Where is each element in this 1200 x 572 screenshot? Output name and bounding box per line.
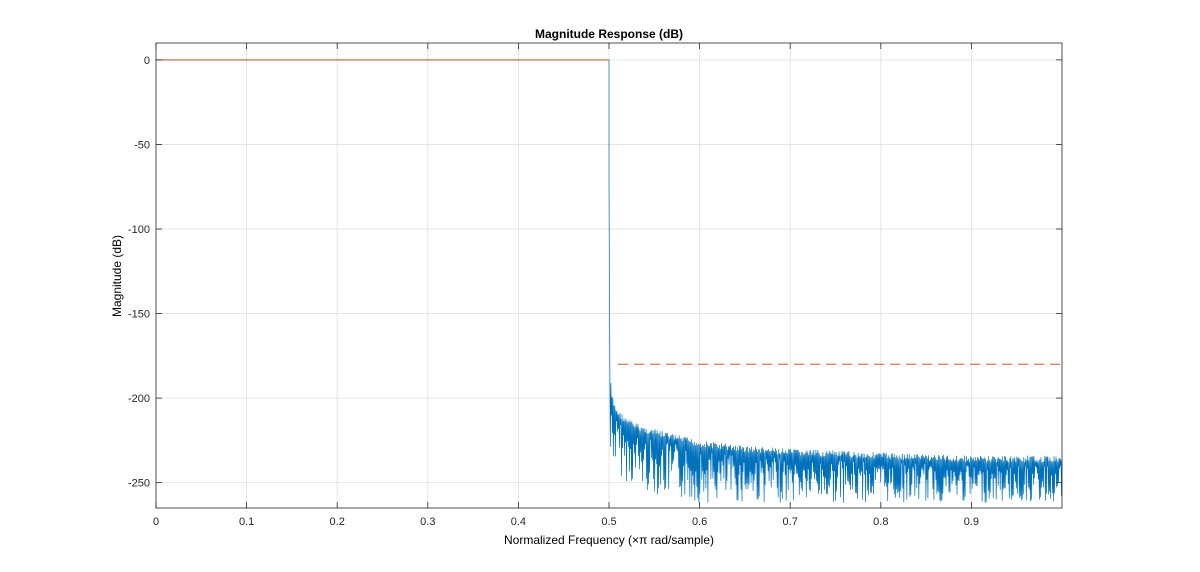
x-axis-label: Normalized Frequency (×π rad/sample) bbox=[504, 533, 714, 547]
y-tick-label: -100 bbox=[128, 224, 150, 236]
x-tick-label: 0.5 bbox=[601, 516, 616, 528]
series-layer bbox=[156, 59, 1063, 503]
y-tick-label: -200 bbox=[128, 393, 150, 405]
x-tick-label: 0 bbox=[153, 516, 159, 528]
y-axis-label: Magnitude (dB) bbox=[110, 235, 124, 317]
y-tick-label: 0 bbox=[144, 55, 150, 67]
axis-ticks: 0 0.1 0.2 0.3 0.4 0.5 0.6 0.7 0.8 0.9 0 -50 -100 -150… bbox=[128, 43, 1062, 528]
chart-title: Magnitude Response (dB) bbox=[535, 27, 683, 41]
y-tick-label: -150 bbox=[128, 309, 150, 321]
x-tick-label: 0.7 bbox=[783, 516, 798, 528]
x-tick-label: 0.3 bbox=[420, 516, 435, 528]
x-tick-label: 0.8 bbox=[873, 516, 888, 528]
x-tick-label: 0.6 bbox=[692, 516, 707, 528]
x-tick-label: 0.4 bbox=[511, 516, 526, 528]
x-tick-label: 0.1 bbox=[239, 516, 254, 528]
y-tick-label: -50 bbox=[134, 139, 150, 151]
x-tick-label: 0.2 bbox=[330, 516, 345, 528]
series-line-1 bbox=[156, 59, 1063, 503]
x-tick-label: 0.9 bbox=[964, 516, 979, 528]
y-tick-label: -250 bbox=[128, 478, 150, 490]
